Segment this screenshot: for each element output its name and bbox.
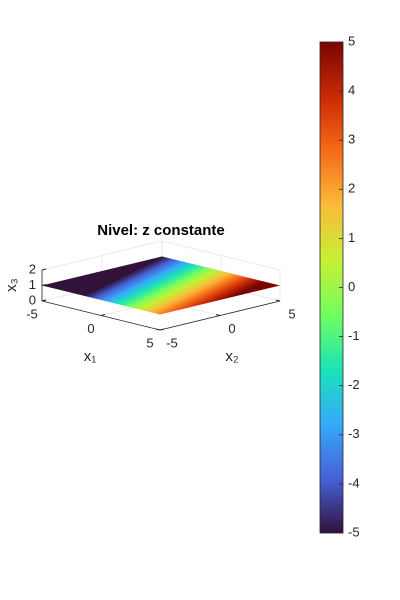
x-axis-label: x₁ bbox=[84, 348, 97, 365]
y-tick-label: 5 bbox=[288, 306, 295, 321]
colorbar-tick-label: -4 bbox=[348, 475, 360, 490]
z-tick-label: 1 bbox=[29, 277, 36, 292]
tick-mark bbox=[215, 314, 221, 316]
x-tick-label: 5 bbox=[146, 335, 153, 350]
tick-mark bbox=[155, 328, 161, 331]
colorbar-tick-label: 1 bbox=[348, 230, 355, 245]
y-tick-label: -5 bbox=[166, 335, 178, 350]
colorbar-tick-label: 0 bbox=[348, 279, 355, 294]
z-axis-label: x₃ bbox=[3, 278, 20, 292]
colorbar-tick-label: 5 bbox=[348, 33, 355, 48]
z-tick-label: 0 bbox=[29, 292, 36, 307]
grid-line bbox=[161, 240, 281, 271]
x-tick-label: -5 bbox=[26, 306, 38, 321]
tick-mark bbox=[41, 268, 47, 271]
colorbar-tick-label: 3 bbox=[348, 132, 355, 147]
y-axis-label: x₂ bbox=[225, 348, 239, 365]
colorbar-tick-label: -2 bbox=[348, 377, 360, 392]
tick-mark bbox=[41, 299, 47, 302]
colorbar-tick-label: -1 bbox=[348, 328, 360, 343]
grid-line bbox=[41, 240, 163, 271]
chart-title: Nivel: z constante bbox=[97, 222, 225, 239]
colorbar-tick-label: 4 bbox=[348, 83, 355, 98]
tick-mark bbox=[100, 314, 106, 316]
x-tick-label: 0 bbox=[87, 321, 94, 336]
tick-mark bbox=[275, 299, 281, 302]
colorbar-tick-label: 2 bbox=[348, 181, 355, 196]
z-tick-label: 2 bbox=[29, 261, 36, 276]
tick-mark bbox=[41, 284, 47, 286]
colorbar-tick-label: -5 bbox=[348, 524, 360, 539]
y-tick-label: 0 bbox=[228, 321, 235, 336]
tick-mark bbox=[159, 328, 165, 331]
surface-plane bbox=[42, 256, 280, 315]
colorbar-tick-label: -3 bbox=[348, 426, 360, 441]
